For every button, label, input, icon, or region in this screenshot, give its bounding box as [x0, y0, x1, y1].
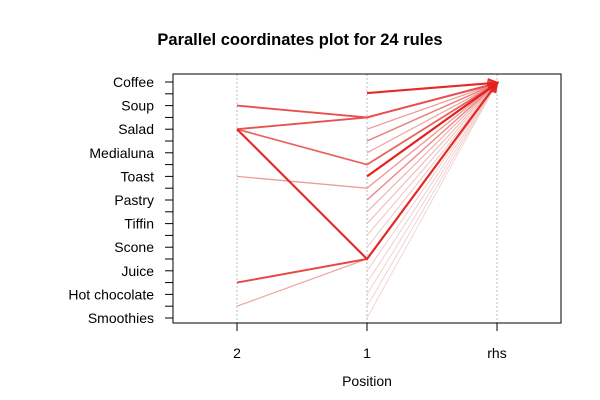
y-tick-label: Tiffin [124, 216, 154, 232]
rule-line [366, 82, 498, 213]
y-tick-label: Juice [121, 263, 154, 279]
rule-line [366, 82, 498, 272]
chart-title: Parallel coordinates plot for 24 rules [157, 31, 442, 49]
rule-line [366, 82, 498, 295]
rule-line [236, 82, 498, 189]
rule-line [366, 82, 498, 319]
rule-lines [236, 78, 500, 319]
rule-line [366, 82, 498, 248]
x-tick-label: 1 [363, 345, 371, 361]
y-tick-label: Scone [114, 239, 154, 255]
rule-line [366, 82, 498, 130]
rule-line [366, 82, 498, 142]
rule-line [236, 82, 498, 166]
rule-line [366, 82, 498, 307]
x-axis: 2 1 rhs [233, 323, 507, 361]
y-tick-label: Medialuna [89, 145, 154, 161]
y-tick-label: Toast [121, 168, 155, 184]
rule-line [236, 82, 498, 261]
y-tick-label: Salad [118, 121, 154, 137]
y-axis: Coffee Soup Salad Medialuna Toast Pastry Tiffi… [68, 74, 173, 326]
y-tick-label: Soup [121, 98, 154, 114]
y-tick-label: Coffee [113, 74, 154, 90]
x-tick-label: 2 [233, 345, 241, 361]
y-tick-label: Smoothies [88, 310, 154, 326]
rule-line [236, 82, 498, 131]
rule-line [366, 82, 498, 201]
grid-lines [236, 74, 498, 323]
x-axis-title: Position [342, 373, 392, 389]
rule-line [366, 82, 498, 236]
y-tick-label: Pastry [114, 192, 154, 208]
rule-line [366, 82, 498, 224]
rule-line [366, 81, 498, 95]
rule-arrowhead [486, 81, 500, 93]
rule-line [366, 82, 498, 154]
y-tick-label: Hot chocolate [68, 286, 154, 302]
x-tick-label: rhs [487, 345, 506, 361]
rule-line [366, 82, 498, 283]
rule-line [366, 82, 498, 178]
